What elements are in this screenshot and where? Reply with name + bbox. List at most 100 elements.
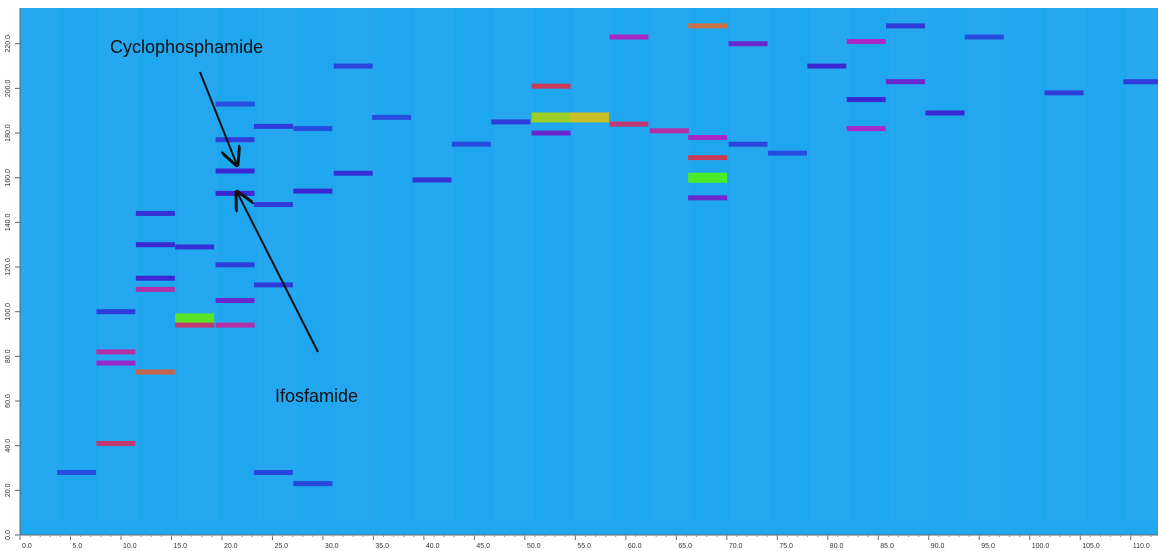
column <box>1126 8 1158 520</box>
column <box>731 8 771 520</box>
peak <box>532 131 571 136</box>
peak <box>729 41 768 46</box>
peak <box>175 323 214 328</box>
peak <box>609 35 648 40</box>
peak <box>688 155 727 160</box>
annotation: Ifosfamide <box>275 386 358 406</box>
x-tick-label: 40.0 <box>426 543 440 550</box>
peak <box>925 110 964 115</box>
peak <box>254 282 293 287</box>
peak <box>254 470 293 475</box>
y-tick-label: 220.0 <box>5 35 12 53</box>
column <box>336 8 376 520</box>
peak <box>96 309 135 314</box>
peak <box>216 169 255 174</box>
peak <box>293 126 332 131</box>
peak <box>175 244 214 249</box>
x-tick-label: 80.0 <box>830 543 844 550</box>
peaks <box>20 8 1158 520</box>
peak <box>96 441 135 446</box>
peak <box>412 177 451 182</box>
column <box>889 8 929 520</box>
x-tick-label: 10.0 <box>123 543 137 550</box>
x-tick-label: 35.0 <box>375 543 389 550</box>
y-tick-label: 140.0 <box>5 214 12 232</box>
peak <box>96 361 135 366</box>
peak <box>136 287 175 292</box>
column <box>20 8 60 520</box>
peak <box>491 119 530 124</box>
x-tick-label: 75.0 <box>779 543 793 550</box>
column <box>573 8 613 520</box>
peak <box>688 135 727 140</box>
peak <box>334 64 373 69</box>
peak <box>57 470 96 475</box>
column <box>810 8 850 520</box>
column <box>494 8 534 520</box>
peak <box>216 102 255 107</box>
peak <box>334 171 373 176</box>
peak <box>688 23 727 28</box>
peak <box>293 481 332 486</box>
peak <box>136 369 175 374</box>
peak <box>1045 90 1084 95</box>
column <box>257 8 297 520</box>
y-tick-label: 120.0 <box>5 258 12 276</box>
peak <box>570 112 609 122</box>
peak <box>175 313 214 323</box>
column <box>178 8 218 520</box>
chart: 0.05.010.015.020.025.030.035.040.045.050… <box>0 0 1158 551</box>
x-tick-label: 55.0 <box>577 543 591 550</box>
peak <box>650 128 689 133</box>
column <box>1047 8 1087 520</box>
x-tick-label: 70.0 <box>729 543 743 550</box>
peak <box>293 189 332 194</box>
peak <box>136 276 175 281</box>
x-tick-label: 50.0 <box>527 543 541 550</box>
x-tick-label: 85.0 <box>880 543 894 550</box>
peak <box>216 191 255 196</box>
peak <box>729 142 768 147</box>
peak <box>136 211 175 216</box>
peak <box>688 195 727 200</box>
y-tick-label: 100.0 <box>5 303 12 321</box>
y-tick-label: 20.0 <box>5 483 12 497</box>
y-tick-label: 0.0 <box>5 530 12 540</box>
peak <box>847 126 886 131</box>
y-tick-label: 80.0 <box>5 349 12 363</box>
y-tick-label: 200.0 <box>5 80 12 98</box>
x-tick-label: 20.0 <box>224 543 238 550</box>
peak <box>372 115 411 120</box>
peak <box>96 349 135 354</box>
x-tick-label: 5.0 <box>72 543 82 550</box>
column <box>968 8 1008 520</box>
x-tick-label: 105.0 <box>1082 543 1100 550</box>
x-tick-label: 0.0 <box>22 543 32 550</box>
peak <box>136 242 175 247</box>
peak <box>768 151 807 156</box>
peak <box>532 112 571 122</box>
peak <box>216 298 255 303</box>
x-tick-label: 100.0 <box>1032 543 1050 550</box>
peak <box>886 23 925 28</box>
peak <box>688 173 727 183</box>
y-tick-label: 40.0 <box>5 439 12 453</box>
peak <box>216 262 255 267</box>
peak <box>965 35 1004 40</box>
peak <box>807 64 846 69</box>
peak <box>847 39 886 44</box>
x-tick-label: 95.0 <box>981 543 995 550</box>
x-tick-label: 45.0 <box>476 543 490 550</box>
peak <box>216 137 255 142</box>
y-tick-label: 160.0 <box>5 169 12 187</box>
x-tick-label: 60.0 <box>628 543 642 550</box>
peak <box>254 124 293 129</box>
peak <box>532 84 571 89</box>
peak <box>216 323 255 328</box>
x-tick-label: 90.0 <box>931 543 945 550</box>
column <box>415 8 455 520</box>
x-tick-label: 25.0 <box>274 543 288 550</box>
peak <box>847 97 886 102</box>
peak <box>609 122 648 127</box>
y-tick-label: 180.0 <box>5 124 12 142</box>
